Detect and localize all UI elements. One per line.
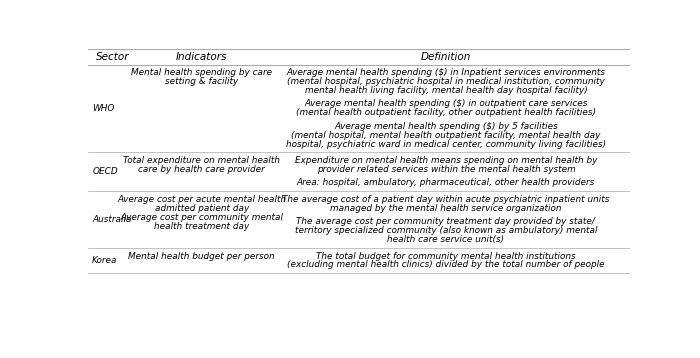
Text: Definition: Definition	[421, 52, 471, 62]
Text: The average cost per community treatment day provided by state/: The average cost per community treatment…	[297, 217, 596, 226]
Text: care by health care provider: care by health care provider	[139, 165, 265, 174]
Text: managed by the mental health service organization: managed by the mental health service org…	[330, 204, 561, 213]
Text: Average cost per community mental: Average cost per community mental	[120, 213, 284, 222]
Text: (mental hospital, psychiatric hospital in medical institution, community: (mental hospital, psychiatric hospital i…	[287, 77, 605, 86]
Text: Australia: Australia	[92, 215, 132, 224]
Text: The average cost of a patient day within acute psychiatric inpatient units: The average cost of a patient day within…	[282, 195, 610, 204]
Text: admitted patient day: admitted patient day	[155, 204, 249, 213]
Text: Total expenditure on mental health: Total expenditure on mental health	[123, 156, 280, 165]
Text: (mental health outpatient facility, other outpatient health facilities): (mental health outpatient facility, othe…	[296, 108, 596, 117]
Text: OECD: OECD	[92, 167, 118, 176]
Text: Average mental health spending ($) in Inpatient services environments: Average mental health spending ($) in In…	[286, 68, 606, 77]
Text: health care service unit(s): health care service unit(s)	[387, 235, 505, 244]
Text: (excluding mental health clinics) divided by the total number of people: (excluding mental health clinics) divide…	[287, 260, 605, 270]
Text: Mental health spending by care: Mental health spending by care	[132, 68, 272, 77]
Text: (mental hospital, mental health outpatient facility, mental health day: (mental hospital, mental health outpatie…	[291, 131, 601, 140]
Text: territory specialized community (also known as ambulatory) mental: territory specialized community (also kn…	[295, 226, 597, 235]
Text: mental health living facility, mental health day hospital facility): mental health living facility, mental he…	[304, 86, 587, 95]
Text: Sector: Sector	[97, 52, 130, 62]
Text: Expenditure on mental health means spending on mental health by: Expenditure on mental health means spend…	[295, 156, 597, 165]
Text: provider related services within the mental health system: provider related services within the men…	[316, 165, 575, 174]
Text: Indicators: Indicators	[176, 52, 228, 62]
Text: Average mental health spending ($) by 5 facilities: Average mental health spending ($) by 5 …	[334, 122, 558, 131]
Text: setting & facility: setting & facility	[165, 77, 239, 86]
Text: WHO: WHO	[92, 104, 115, 113]
Text: health treatment day: health treatment day	[154, 222, 249, 231]
Text: Average mental health spending ($) in outpatient care services: Average mental health spending ($) in ou…	[304, 100, 587, 108]
Text: Average cost per acute mental health: Average cost per acute mental health	[118, 195, 286, 204]
Text: Area: hospital, ambulatory, pharmaceutical, other health providers: Area: hospital, ambulatory, pharmaceutic…	[297, 178, 595, 187]
Text: Mental health budget per person: Mental health budget per person	[129, 252, 275, 261]
Text: The total budget for community mental health institutions: The total budget for community mental he…	[316, 252, 575, 261]
Text: hospital, psychiatric ward in medical center, community living facilities): hospital, psychiatric ward in medical ce…	[286, 140, 606, 149]
Text: Korea: Korea	[92, 256, 118, 265]
